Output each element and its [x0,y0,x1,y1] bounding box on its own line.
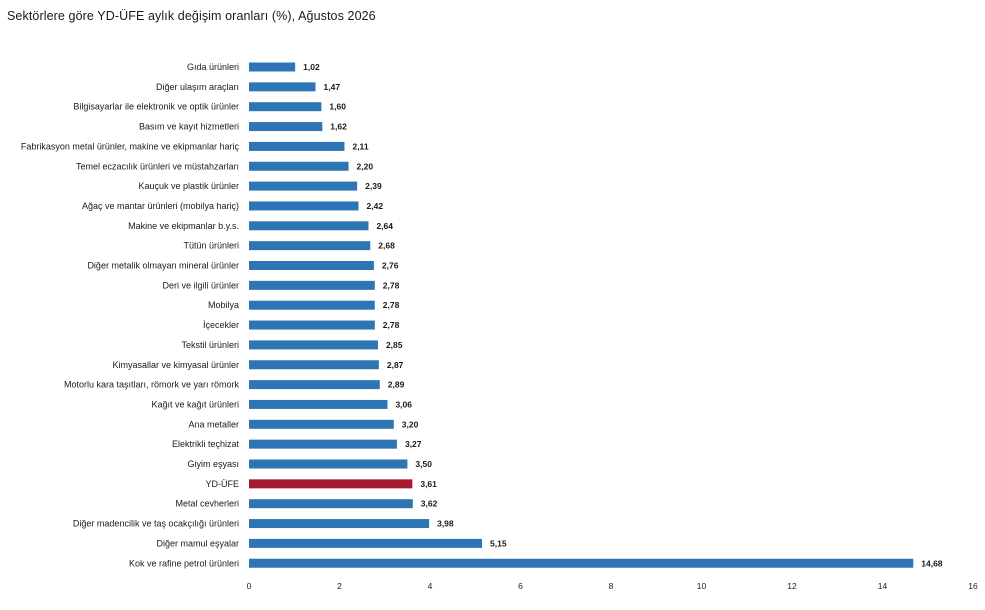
bar [249,102,322,112]
x-tick-label: 8 [609,581,614,591]
data-label: 3,50 [415,459,432,469]
category-label: Basım ve kayıt hizmetleri [139,122,239,132]
x-tick-label: 16 [968,581,978,591]
x-tick-label: 0 [247,581,252,591]
bar [249,82,316,92]
data-label: 2,39 [365,181,382,191]
category-label: Makine ve ekipmanlar b.y.s. [128,221,239,231]
x-tick-label: 10 [697,581,707,591]
data-label: 2,11 [352,141,368,151]
bar [249,340,378,350]
bar [249,221,369,231]
data-label: 3,20 [402,419,419,429]
category-label: Diğer madencilik ve taş ocakçılığı ürünl… [73,519,239,529]
data-label: 2,87 [387,360,404,370]
category-label: Elektrikli teçhizat [172,439,240,449]
category-label: Gıda ürünleri [187,62,239,72]
category-label: Diğer metalik olmayan mineral ürünler [87,261,239,271]
category-label: Kok ve rafine petrol ürünleri [129,558,239,568]
bar [249,261,374,270]
bar [249,161,349,171]
bar [249,399,388,409]
data-label: 2,78 [383,280,400,290]
data-label: 2,20 [357,161,374,171]
data-label: 1,47 [324,82,341,92]
data-label: 1,60 [329,102,346,112]
data-label: 2,85 [386,340,403,350]
data-label: 3,06 [395,399,412,409]
bar [249,380,380,390]
category-label: Diğer mamul eşyalar [156,538,239,548]
x-tick-label: 4 [428,581,433,591]
category-label: Bilgisayarlar ile elektronik ve optik ür… [73,102,239,112]
category-label: Kağıt ve kağıt ürünleri [151,399,239,409]
x-tick-label: 6 [518,581,523,591]
bar [249,122,323,132]
category-label: İçecekler [203,320,239,330]
bar [249,538,483,548]
category-label: Deri ve ilgili ürünler [162,280,239,290]
data-label: 2,68 [378,241,395,251]
bar [249,181,358,191]
data-label: 1,02 [303,62,320,72]
bar [249,419,394,429]
category-label: Fabrikasyon metal ürünler, makine ve eki… [21,141,240,151]
bar [249,499,413,509]
bar [249,459,408,469]
bar [249,519,430,529]
data-label: 2,89 [388,380,405,390]
data-label: 2,42 [367,201,384,211]
bar [249,360,379,370]
category-label: Diğer ulaşım araçları [156,82,239,92]
bar [249,201,359,211]
x-tick-label: 12 [787,581,797,591]
bar [249,320,375,330]
data-label: 3,61 [420,479,437,489]
category-label: Tütün ürünleri [183,241,239,251]
category-label: Metal cevherleri [175,499,239,509]
bar [249,141,345,151]
category-label: Motorlu kara taşıtları, römork ve yarı r… [64,380,240,390]
bar [249,479,413,489]
data-label: 2,78 [383,320,400,330]
bar [249,300,375,310]
category-label: Temel eczacılık ürünleri ve müstahzarlar… [76,161,239,171]
data-label: 5,15 [490,538,507,548]
data-label: 2,76 [382,261,399,271]
data-label: 14,68 [921,558,943,568]
bar [249,439,397,449]
chart-title: Sektörlere göre YD-ÜFE aylık değişim ora… [7,9,376,23]
category-label: Ana metaller [188,419,239,429]
bar [249,241,371,251]
category-label: Ağaç ve mantar ürünleri (mobilya hariç) [82,201,239,211]
data-label: 3,98 [437,519,454,529]
bar [249,280,375,290]
data-label: 1,62 [330,122,347,132]
data-label: 2,78 [383,300,400,310]
category-label: Kimyasallar ve kimyasal ürünler [112,360,239,370]
category-label: YD-ÜFE [206,479,240,489]
category-label: Mobilya [208,300,239,310]
data-label: 3,27 [405,439,422,449]
category-label: Giyim eşyası [187,459,239,469]
category-label: Tekstil ürünleri [181,340,239,350]
data-label: 2,64 [376,221,393,231]
x-tick-label: 2 [337,581,342,591]
data-label: 3,62 [421,499,438,509]
x-tick-label: 14 [878,581,888,591]
bar [249,558,914,568]
category-label: Kauçuk ve plastik ürünler [138,181,239,191]
bar [249,62,296,72]
